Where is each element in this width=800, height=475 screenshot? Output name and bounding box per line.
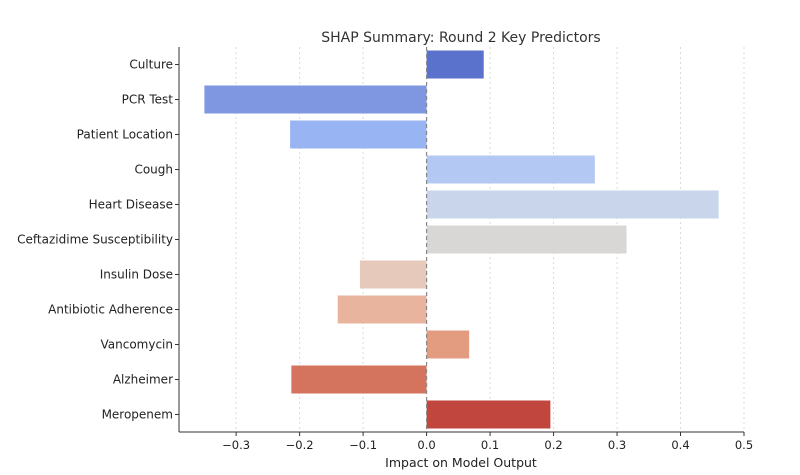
x-tick-label: 0.2 bbox=[544, 438, 562, 452]
category-label: Culture bbox=[129, 58, 173, 72]
chart-title: SHAP Summary: Round 2 Key Predictors bbox=[321, 30, 600, 46]
bar bbox=[426, 190, 719, 219]
category-label: Antibiotic Adherence bbox=[48, 303, 173, 317]
bar bbox=[426, 400, 551, 429]
bar bbox=[290, 120, 427, 149]
bar bbox=[337, 295, 427, 324]
x-tick-label: 0.0 bbox=[417, 438, 435, 452]
category-label: Alzheimer bbox=[113, 373, 173, 387]
category-label: Heart Disease bbox=[89, 198, 173, 212]
x-axis-label: Impact on Model Output bbox=[385, 455, 537, 470]
bars bbox=[204, 47, 719, 432]
category-label: Ceftazidime Susceptibility bbox=[17, 233, 173, 247]
bar bbox=[426, 50, 484, 79]
category-label: Patient Location bbox=[77, 128, 173, 142]
bar bbox=[359, 260, 427, 289]
bar bbox=[204, 85, 427, 114]
category-label: Meropenem bbox=[102, 408, 173, 422]
x-tick-label: −0.3 bbox=[222, 438, 250, 452]
category-label: Insulin Dose bbox=[100, 268, 173, 282]
x-tick-label: 0.5 bbox=[735, 438, 753, 452]
x-tick-label: 0.4 bbox=[671, 438, 689, 452]
x-tick-label: −0.2 bbox=[286, 438, 314, 452]
category-label: Cough bbox=[134, 163, 173, 177]
category-label: Vancomycin bbox=[100, 338, 173, 352]
bar bbox=[291, 365, 427, 394]
x-tick-label: 0.3 bbox=[608, 438, 626, 452]
bar bbox=[426, 155, 595, 184]
bar bbox=[426, 225, 627, 254]
bar bbox=[426, 330, 470, 359]
category-label: PCR Test bbox=[122, 93, 174, 107]
x-axis-ticks: −0.3 −0.2 −0.1 0.0 0.1 0.2 0.3 0.4 0.5 bbox=[222, 432, 753, 452]
x-tick-label: −0.1 bbox=[349, 438, 377, 452]
x-tick-label: 0.1 bbox=[481, 438, 499, 452]
y-axis-categories: Culture PCR Test Patient Location Cough Hear… bbox=[17, 58, 179, 422]
